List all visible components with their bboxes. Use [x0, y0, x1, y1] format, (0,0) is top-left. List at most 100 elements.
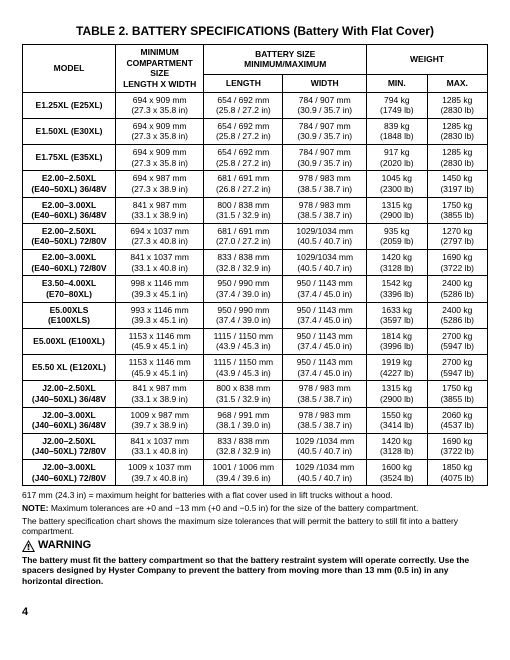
cell-width: 978 / 983 mm(38.5 / 38.7 in)	[283, 407, 367, 433]
cell-weight-max: 1750 kg(3855 lb)	[427, 381, 487, 407]
table-row: J2.00–3.00XL(J40–60XL) 36/48V1009 x 987 …	[23, 407, 488, 433]
cell-length: 681 / 691 mm(27.0 / 27.2 in)	[204, 223, 283, 249]
cell-compartment: 1009 x 1037 mm(39.7 x 40.8 in)	[116, 460, 204, 486]
cell-width: 950 / 1143 mm(37.4 / 45.0 in)	[283, 328, 367, 354]
warning-label: WARNING	[38, 539, 91, 553]
cell-length: 654 / 692 mm(25.8 / 27.2 in)	[204, 145, 283, 171]
table-row: E2.00–2.50XL(E40–50XL) 36/48V694 x 987 m…	[23, 171, 488, 197]
table-row: E5.00XL (E100XL)1153 x 1146 mm(45.9 x 45…	[23, 328, 488, 354]
header-weight: WEIGHT	[367, 45, 488, 75]
cell-model: J2.00–3.00XL(J40–60XL) 36/48V	[23, 407, 116, 433]
cell-compartment: 694 x 987 mm(27.3 x 38.9 in)	[116, 171, 204, 197]
header-model: MODEL	[23, 45, 116, 93]
cell-model: E3.50–4.00XL(E70–80XL)	[23, 276, 116, 302]
cell-width: 978 / 983 mm(38.5 / 38.7 in)	[283, 381, 367, 407]
table-row: J2.00–2.50XL(J40–50XL) 72/80V841 x 1037 …	[23, 433, 488, 459]
cell-model: J2.00–3.00XL(J40–60XL) 72/80V	[23, 460, 116, 486]
cell-weight-min: 1315 kg(2900 lb)	[367, 381, 427, 407]
note-line-2: The battery specification chart shows th…	[22, 516, 488, 537]
cell-compartment: 1153 x 1146 mm(45.9 x 45.1 in)	[116, 328, 204, 354]
cell-compartment: 1153 x 1146 mm(45.9 x 45.1 in)	[116, 355, 204, 381]
cell-width: 950 / 1143 mm(37.4 / 45.0 in)	[283, 276, 367, 302]
cell-width: 1029 /1034 mm(40.5 / 40.7 in)	[283, 433, 367, 459]
cell-weight-max: 2060 kg(4537 lb)	[427, 407, 487, 433]
cell-model: E5.00XLS(E100XLS)	[23, 302, 116, 328]
cell-length: 950 / 990 mm(37.4 / 39.0 in)	[204, 302, 283, 328]
header-min: MIN.	[367, 74, 427, 92]
cell-weight-min: 794 kg(1749 lb)	[367, 92, 427, 118]
cell-weight-max: 2700 kg(5947 lb)	[427, 328, 487, 354]
cell-weight-max: 2700 kg(5947 lb)	[427, 355, 487, 381]
cell-model: E5.50 XL (E120XL)	[23, 355, 116, 381]
cell-weight-min: 1633 kg(3597 lb)	[367, 302, 427, 328]
table-row: E2.00–3.00XL(E40–60XL) 72/80V841 x 1037 …	[23, 250, 488, 276]
cell-compartment: 841 x 987 mm(33.1 x 38.9 in)	[116, 381, 204, 407]
cell-weight-max: 1690 kg(3722 lb)	[427, 433, 487, 459]
cell-length: 1115 / 1150 mm(43.9 / 45.3 in)	[204, 328, 283, 354]
cell-width: 784 / 907 mm(30.9 / 35.7 in)	[283, 92, 367, 118]
cell-weight-min: 1045 kg(2300 lb)	[367, 171, 427, 197]
cell-width: 978 / 983 mm(38.5 / 38.7 in)	[283, 171, 367, 197]
header-max: MAX.	[427, 74, 487, 92]
cell-weight-max: 1450 kg(3197 lb)	[427, 171, 487, 197]
cell-weight-max: 1270 kg(2797 lb)	[427, 223, 487, 249]
cell-width: 978 / 983 mm(38.5 / 38.7 in)	[283, 197, 367, 223]
table-row: E5.00XLS(E100XLS)993 x 1146 mm(39.3 x 45…	[23, 302, 488, 328]
cell-length: 654 / 692 mm(25.8 / 27.2 in)	[204, 118, 283, 144]
cell-model: J2.00–2.50XL(J40–50XL) 36/48V	[23, 381, 116, 407]
cell-compartment: 694 x 1037 mm(27.3 x 40.8 in)	[116, 223, 204, 249]
cell-model: E5.00XL (E100XL)	[23, 328, 116, 354]
cell-weight-max: 1285 kg(2830 lb)	[427, 92, 487, 118]
battery-spec-table: MODEL MINIMUMCOMPARTMENT SIZELENGTH X WI…	[22, 44, 488, 486]
footnote: 617 mm (24.3 in) = maximum height for ba…	[22, 490, 488, 501]
cell-weight-min: 1600 kg(3524 lb)	[367, 460, 427, 486]
notes-section: 617 mm (24.3 in) = maximum height for ba…	[22, 490, 488, 586]
cell-weight-min: 1420 kg(3128 lb)	[367, 250, 427, 276]
table-row: E1.50XL (E30XL)694 x 909 mm(27.3 x 35.8 …	[23, 118, 488, 144]
cell-weight-max: 2400 kg(5286 lb)	[427, 302, 487, 328]
cell-weight-min: 1315 kg(2900 lb)	[367, 197, 427, 223]
cell-width: 950 / 1143 mm(37.4 / 45.0 in)	[283, 355, 367, 381]
cell-compartment: 1009 x 987 mm(39.7 x 38.9 in)	[116, 407, 204, 433]
cell-weight-max: 1850 kg(4075 lb)	[427, 460, 487, 486]
cell-weight-min: 1542 kg(3396 lb)	[367, 276, 427, 302]
table-row: E3.50–4.00XL(E70–80XL)998 x 1146 mm(39.3…	[23, 276, 488, 302]
header-battery-size: BATTERY SIZEMINIMUM/MAXIMUM	[204, 45, 367, 75]
cell-width: 784 / 907 mm(30.9 / 35.7 in)	[283, 145, 367, 171]
cell-width: 950 / 1143 mm(37.4 / 45.0 in)	[283, 302, 367, 328]
table-row: E1.25XL (E25XL)694 x 909 mm(27.3 x 35.8 …	[23, 92, 488, 118]
note-label: NOTE:	[22, 503, 48, 513]
cell-length: 950 / 990 mm(37.4 / 39.0 in)	[204, 276, 283, 302]
cell-weight-min: 1814 kg(3996 lb)	[367, 328, 427, 354]
cell-model: E2.00–3.00XL(E40–60XL) 72/80V	[23, 250, 116, 276]
warning-icon	[22, 540, 35, 552]
cell-compartment: 841 x 1037 mm(33.1 x 40.8 in)	[116, 250, 204, 276]
table-row: J2.00–3.00XL(J40–60XL) 72/80V1009 x 1037…	[23, 460, 488, 486]
table-row: J2.00–2.50XL(J40–50XL) 36/48V841 x 987 m…	[23, 381, 488, 407]
cell-length: 800 x 838 mm(31.5 / 32.9 in)	[204, 381, 283, 407]
cell-length: 833 / 838 mm(32.8 / 32.9 in)	[204, 433, 283, 459]
cell-weight-min: 839 kg(1848 lb)	[367, 118, 427, 144]
table-row: E5.50 XL (E120XL)1153 x 1146 mm(45.9 x 4…	[23, 355, 488, 381]
page-number: 4	[22, 606, 488, 618]
cell-compartment: 841 x 1037 mm(33.1 x 40.8 in)	[116, 433, 204, 459]
cell-width: 1029/1034 mm(40.5 / 40.7 in)	[283, 223, 367, 249]
warning-heading: WARNING	[22, 539, 488, 553]
table-row: E1.75XL (E35XL)694 x 909 mm(27.3 x 35.8 …	[23, 145, 488, 171]
note-line-1: NOTE: Maximum tolerances are +0 and −13 …	[22, 503, 488, 514]
cell-length: 833 / 838 mm(32.8 / 32.9 in)	[204, 250, 283, 276]
note-text-1: Maximum tolerances are +0 and −13 mm (+0…	[48, 503, 418, 513]
cell-width: 1029 /1034 mm(40.5 / 40.7 in)	[283, 460, 367, 486]
cell-weight-max: 2400 kg(5286 lb)	[427, 276, 487, 302]
table-title: TABLE 2. BATTERY SPECIFICATIONS (Battery…	[22, 24, 488, 38]
cell-weight-min: 1550 kg(3414 lb)	[367, 407, 427, 433]
cell-weight-min: 1420 kg(3128 lb)	[367, 433, 427, 459]
cell-weight-min: 917 kg(2020 lb)	[367, 145, 427, 171]
cell-compartment: 998 x 1146 mm(39.3 x 45.1 in)	[116, 276, 204, 302]
cell-length: 1001 / 1006 mm(39.4 / 39.6 in)	[204, 460, 283, 486]
cell-length: 968 / 991 mm(38.1 / 39.0 in)	[204, 407, 283, 433]
cell-model: E1.75XL (E35XL)	[23, 145, 116, 171]
table-row: E2.00–2.50XL(E40–50XL) 72/80V694 x 1037 …	[23, 223, 488, 249]
cell-compartment: 993 x 1146 mm(39.3 x 45.1 in)	[116, 302, 204, 328]
cell-model: J2.00–2.50XL(J40–50XL) 72/80V	[23, 433, 116, 459]
